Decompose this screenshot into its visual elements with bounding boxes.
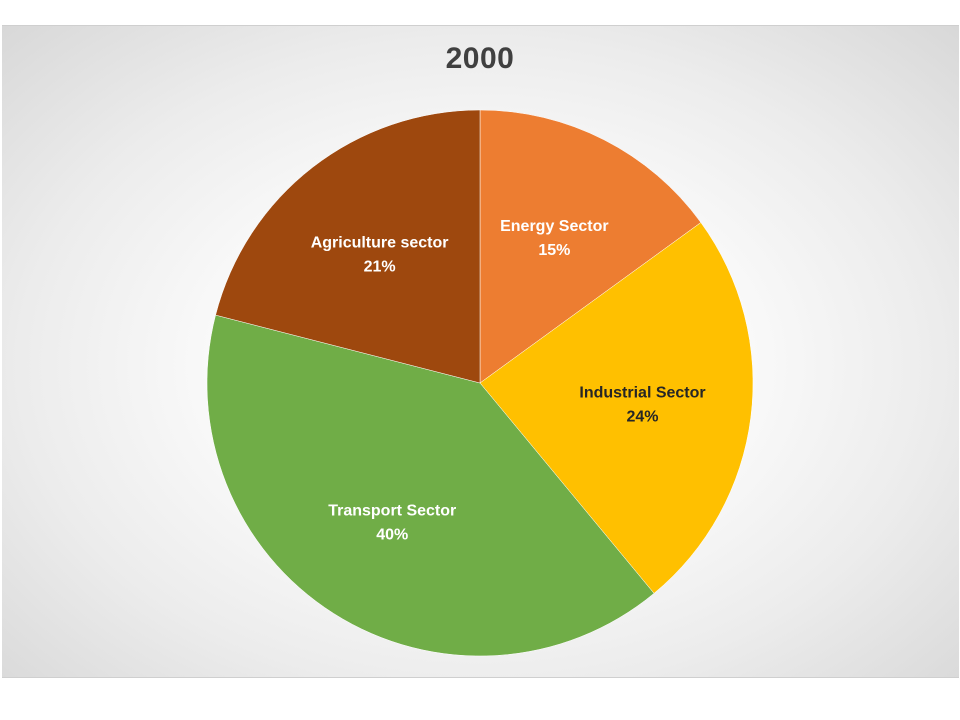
slice-category-label: Agriculture sector: [311, 235, 449, 252]
slice-percent-label: 15%: [538, 242, 570, 259]
slice-category-label: Industrial Sector: [579, 385, 705, 402]
slice-category-label: Energy Sector: [500, 218, 608, 235]
chart-title: 2000: [445, 42, 515, 75]
slice-category-label: Transport Sector: [328, 502, 456, 519]
slice-label-agriculture-sector: Agriculture sector 21%: [311, 235, 449, 276]
slice-percent-label: 21%: [364, 259, 396, 276]
slice-label-industrial-sector: Industrial Sector 24%: [579, 385, 705, 426]
slice-percent-label: 24%: [626, 409, 658, 426]
pie-slice-energy-sector: [479, 109, 702, 384]
pie-slices: [206, 109, 754, 657]
pie-labels: Energy Sector 15% Industrial Sector 24% Tran…: [311, 218, 706, 543]
slice-label-transport-sector: Transport Sector 40%: [328, 502, 456, 543]
pie-slice-industrial-sector: [479, 222, 754, 594]
slice-label-energy-sector: Energy Sector 15%: [500, 218, 608, 259]
pie-slice-transport-sector: [206, 314, 655, 657]
slice-percent-label: 40%: [376, 526, 408, 543]
pie-slice-agriculture-sector: [215, 109, 481, 384]
